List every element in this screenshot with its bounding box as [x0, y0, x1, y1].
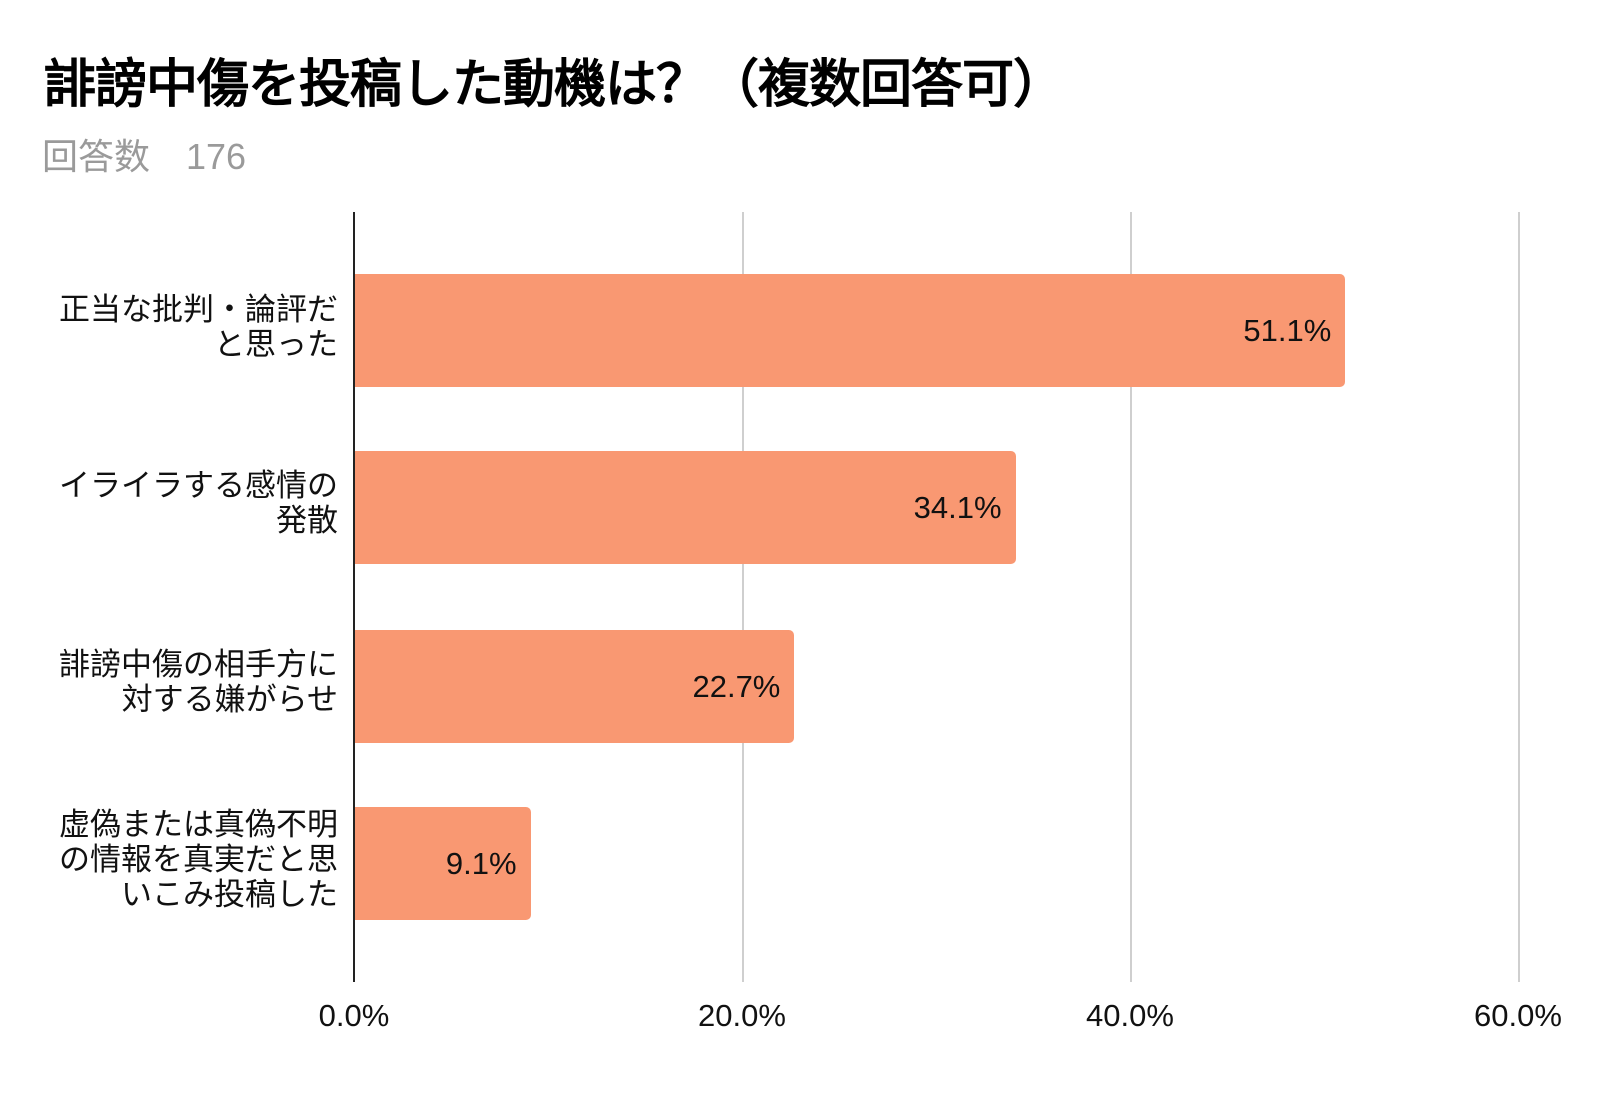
x-tick-label: 0.0%	[318, 998, 390, 1033]
chart-title: 誹謗中傷を投稿した動機は？（複数回答可）	[44, 55, 1065, 115]
gridline-60	[1518, 212, 1520, 982]
x-tick-label: 40.0%	[1086, 998, 1174, 1033]
bar-harassment: 22.7%	[354, 630, 795, 743]
y-axis-line	[353, 212, 355, 982]
category-label: イライラする感情の 発散	[59, 468, 338, 539]
x-tick-label: 60.0%	[1474, 998, 1562, 1033]
bar-value-label: 51.1%	[1243, 312, 1332, 348]
bar-justified-criticism: 51.1%	[354, 274, 1346, 387]
response-count: 回答数 176	[42, 128, 246, 180]
response-count-label: 回答数	[42, 136, 151, 177]
response-count-value: 176	[186, 136, 247, 177]
bar-value-label: 9.1%	[445, 845, 517, 881]
gridline-40	[1130, 212, 1132, 982]
plot-area: 51.1% 34.1% 22.7% 9.1%	[353, 212, 1520, 982]
category-label: 正当な批判・論評だ と思った	[59, 292, 338, 363]
x-tick-label: 20.0%	[698, 998, 786, 1033]
category-label: 虚偽または真偽不明 の情報を真実だと思 いこみ投稿した	[59, 807, 338, 913]
category-label: 誹謗中傷の相手方に 対する嫌がらせ	[59, 647, 338, 718]
bar-value-label: 22.7%	[692, 668, 781, 704]
bar-misinformation: 9.1%	[354, 807, 531, 920]
bar-venting-frustration: 34.1%	[354, 451, 1016, 564]
gridline-20	[742, 212, 744, 982]
bar-value-label: 34.1%	[913, 489, 1002, 525]
